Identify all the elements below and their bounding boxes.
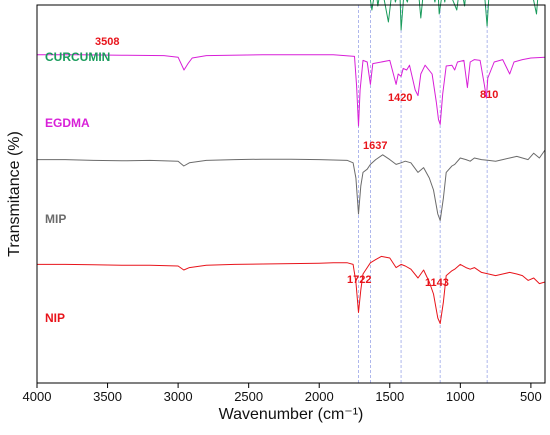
- x-tick-label-3000: 3000: [164, 389, 193, 404]
- annotation-1637: 1637: [363, 140, 387, 152]
- reference-lines: [358, 5, 488, 383]
- x-tick-label-500: 500: [520, 389, 542, 404]
- x-tick-label-3500: 3500: [93, 389, 122, 404]
- x-tick-label-1500: 1500: [375, 389, 404, 404]
- annotation-1722: 1722: [347, 274, 371, 286]
- spectra: [37, 0, 546, 325]
- series-line-mip: [37, 149, 546, 221]
- x-axis-title: Wavenumber (cm⁻¹): [219, 406, 364, 423]
- series-label-mip: MIP: [45, 212, 66, 226]
- y-axis-title: Transmitance (%): [6, 131, 23, 257]
- x-tick-label-2000: 2000: [305, 389, 334, 404]
- series-label-nip: NIP: [45, 311, 65, 325]
- annotation-1420: 1420: [388, 92, 412, 104]
- series-line-nip: [37, 255, 546, 325]
- x-axis-ticks: 4000 3500 3000 2500 2000 1500 1000 500: [23, 383, 542, 404]
- plot-frame: [36, 4, 546, 384]
- annotation-3508: 3508: [95, 36, 119, 48]
- series-label-egdma: EGDMA: [45, 116, 90, 130]
- x-tick-label-2500: 2500: [234, 389, 263, 404]
- annotation-810: 810: [480, 89, 498, 101]
- x-tick-label-1000: 1000: [446, 389, 475, 404]
- series-labels: CURCUMIN EGDMA MIP NIP: [45, 50, 110, 325]
- annotation-1143: 1143: [425, 277, 449, 289]
- series-line-egdma: [37, 54, 546, 127]
- series-label-curcumin: CURCUMIN: [45, 50, 110, 64]
- x-tick-label-4000: 4000: [23, 389, 52, 404]
- peak-annotations: 3508 1420 810 1637 1722 1143: [95, 36, 498, 289]
